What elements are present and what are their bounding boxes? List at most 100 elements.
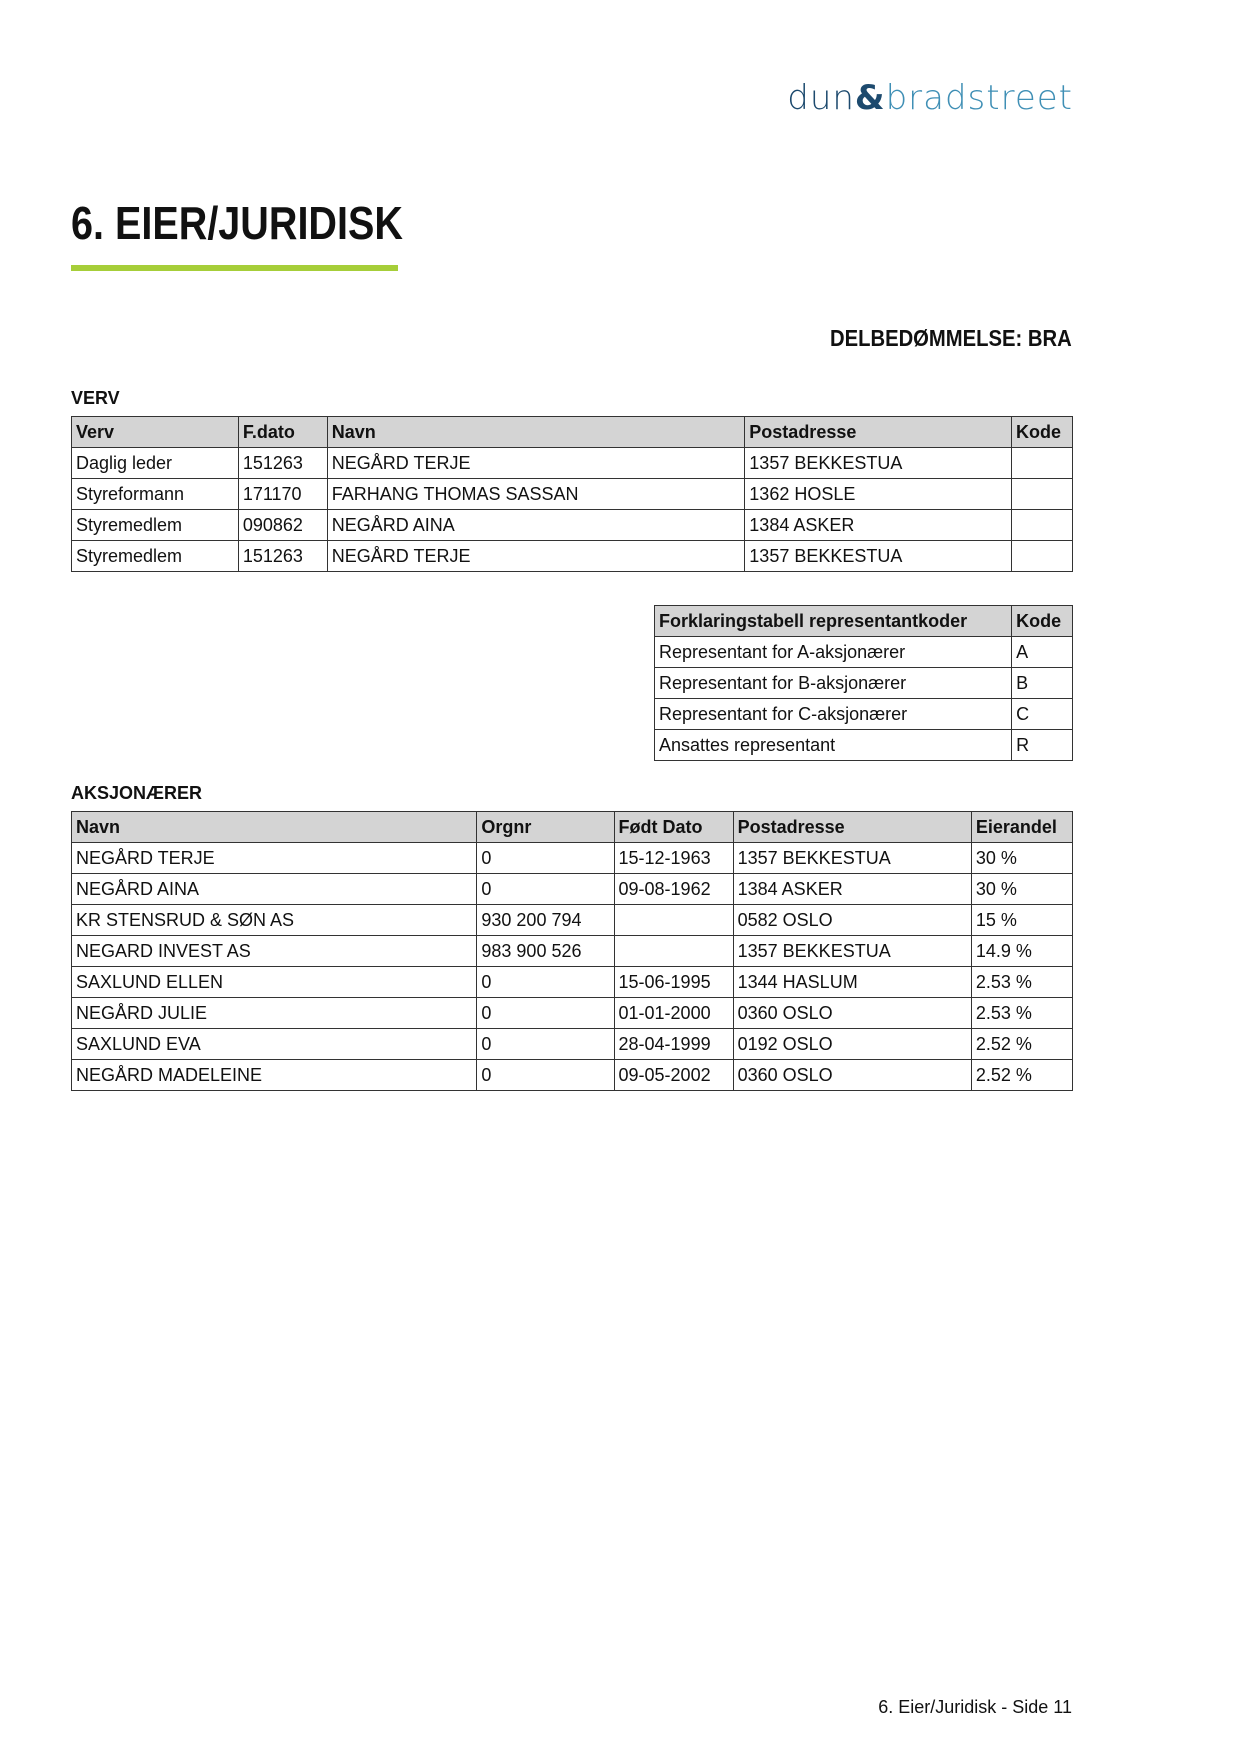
- table-cell: 1357 BEKKESTUA: [744, 540, 1012, 572]
- table-cell: [1010, 509, 1074, 541]
- table-cell: 0: [476, 966, 615, 998]
- table-cell: 0360 OSLO: [732, 1059, 972, 1091]
- column-header: Navn: [326, 416, 746, 448]
- table-cell: Representant for B-aksjonærer: [653, 667, 1013, 699]
- table-cell: 14.9 %: [970, 935, 1074, 967]
- rating-label: DELBEDØMMELSE: BRA: [830, 325, 1072, 351]
- table-cell: FARHANG THOMAS SASSAN: [326, 478, 746, 510]
- table-row: Styremedlem 151263 NEGÅRD TERJE 1357 BEKKES…: [71, 540, 1074, 572]
- table-cell: [1010, 540, 1074, 572]
- table-cell: Representant for A-aksjonærer: [653, 636, 1013, 668]
- table-cell: 2.52 %: [970, 1059, 1074, 1091]
- table-cell: 0: [476, 1028, 615, 1060]
- table-row: Representant for A-aksjonærer A: [653, 636, 1073, 668]
- code-table: Forklaringstabell representantkoder Kode R…: [653, 605, 1073, 761]
- column-header: Forklaringstabell representantkoder: [653, 605, 1013, 637]
- table-cell: 15-12-1963: [613, 842, 734, 874]
- table-cell: 1357 BEKKESTUA: [732, 935, 972, 967]
- table-cell: [1010, 478, 1074, 510]
- verv-table: Verv F.dato Navn Postadresse Kode Daglig lede…: [71, 416, 1074, 572]
- logo-ampersand: &: [854, 78, 886, 118]
- column-header: Orgnr: [476, 811, 615, 843]
- table-row: KR STENSRUD & SØN AS 930 200 794 0582 OSLO…: [70, 904, 1074, 936]
- column-header: Postadresse: [744, 416, 1012, 448]
- table-cell: 1362 HOSLE: [744, 478, 1012, 510]
- table-cell: B: [1011, 667, 1073, 699]
- table-cell: Daglig leder: [71, 447, 239, 479]
- table-cell: NEGÅRD AINA: [326, 509, 746, 541]
- table-cell: 30 %: [970, 842, 1074, 874]
- shareholders-table: Navn Orgnr Født Dato Postadresse Eierandel NE…: [70, 811, 1074, 1091]
- table-cell: [1010, 447, 1074, 479]
- table-cell: Styremedlem: [71, 540, 239, 572]
- table-cell: 2.52 %: [970, 1028, 1074, 1060]
- table-cell: 30 %: [970, 873, 1074, 905]
- table-cell: 0582 OSLO: [732, 904, 972, 936]
- table-cell: 0: [476, 997, 615, 1029]
- column-header: Navn: [70, 811, 478, 843]
- table-cell: 0360 OSLO: [732, 997, 972, 1029]
- column-header: Kode: [1010, 416, 1074, 448]
- table-cell: 0: [476, 842, 615, 874]
- table-cell: NEGÅRD TERJE: [326, 447, 746, 479]
- section-title: 6. EIER/JURIDISK: [71, 197, 403, 249]
- table-row: Representant for B-aksjonærer B: [653, 667, 1073, 699]
- table-cell: 28-04-1999: [613, 1028, 734, 1060]
- table-cell: R: [1011, 729, 1073, 761]
- table-cell: 1344 HASLUM: [732, 966, 972, 998]
- table-cell: 0192 OSLO: [732, 1028, 972, 1060]
- table-cell: Styreformann: [71, 478, 239, 510]
- table-row: NEGARD INVEST AS 983 900 526 1357 BEKKESTU…: [70, 935, 1074, 967]
- table-cell: Styremedlem: [71, 509, 239, 541]
- table-cell: 1384 ASKER: [744, 509, 1012, 541]
- table-cell: 15 %: [970, 904, 1074, 936]
- table-row: NEGÅRD MADELEINE 0 09-05-2002 0360 OSLO 2.52…: [70, 1059, 1074, 1091]
- table-cell: 151263: [237, 447, 328, 479]
- column-header: Eierandel: [970, 811, 1074, 843]
- title-underline: [71, 265, 398, 271]
- table-cell: 0: [476, 873, 615, 905]
- table-row: Styreformann 171170 FARHANG THOMAS SASSAN 1…: [71, 478, 1074, 510]
- table-cell: C: [1011, 698, 1073, 730]
- table-cell: SAXLUND ELLEN: [70, 966, 478, 998]
- column-header: Kode: [1011, 605, 1073, 637]
- page-footer: 6. Eier/Juridisk - Side 11: [878, 1697, 1072, 1717]
- column-header: Født Dato: [613, 811, 734, 843]
- table-row: Daglig leder 151263 NEGÅRD TERJE 1357 BEKKE…: [71, 447, 1074, 479]
- dun-bradstreet-logo: dun&bradstreet: [787, 78, 1073, 118]
- table-cell: Representant for C-aksjonærer: [653, 698, 1013, 730]
- aksjonaerer-label: AKSJONÆRER: [71, 783, 203, 803]
- header-row: Forklaringstabell representantkoder Kode: [653, 605, 1073, 637]
- header-row: Navn Orgnr Født Dato Postadresse Eierandel: [70, 811, 1074, 843]
- table-cell: 090862: [237, 509, 328, 541]
- table-row: SAXLUND EVA 0 28-04-1999 0192 OSLO 2.52 %: [70, 1028, 1074, 1060]
- table-cell: 151263: [237, 540, 328, 572]
- table-row: NEGÅRD AINA 0 09-08-1962 1384 ASKER 30 %: [70, 873, 1074, 905]
- table-cell: 171170: [237, 478, 328, 510]
- table-cell: NEGÅRD JULIE: [70, 997, 478, 1029]
- table-cell: 2.53 %: [970, 997, 1074, 1029]
- column-header: Verv: [71, 416, 239, 448]
- table-cell: 09-08-1962: [613, 873, 734, 905]
- table-cell: [613, 904, 734, 936]
- table-cell: NEGÅRD MADELEINE: [70, 1059, 478, 1091]
- table-cell: 09-05-2002: [613, 1059, 734, 1091]
- table-cell: 1357 BEKKESTUA: [744, 447, 1012, 479]
- table-cell: A: [1011, 636, 1073, 668]
- logo-text: dun: [787, 78, 855, 118]
- table-cell: SAXLUND EVA: [70, 1028, 478, 1060]
- table-row: Representant for C-aksjonærer C: [653, 698, 1073, 730]
- table-cell: 2.53 %: [970, 966, 1074, 998]
- logo-text: bradstreet: [885, 78, 1073, 118]
- table-row: Ansattes representant R: [653, 729, 1073, 761]
- table-row: NEGÅRD JULIE 0 01-01-2000 0360 OSLO 2.53 %: [70, 997, 1074, 1029]
- table-cell: Ansattes representant: [653, 729, 1013, 761]
- column-header: F.dato: [237, 416, 328, 448]
- table-cell: NEGÅRD AINA: [70, 873, 478, 905]
- table-cell: NEGARD INVEST AS: [70, 935, 478, 967]
- table-cell: 1357 BEKKESTUA: [732, 842, 972, 874]
- table-cell: NEGÅRD TERJE: [326, 540, 746, 572]
- header-row: Verv F.dato Navn Postadresse Kode: [71, 416, 1074, 448]
- table-cell: 01-01-2000: [613, 997, 734, 1029]
